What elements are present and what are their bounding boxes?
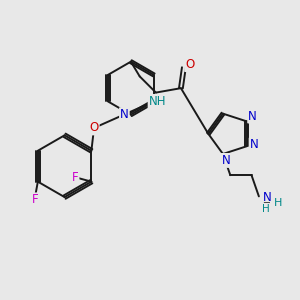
Text: O: O — [89, 122, 99, 134]
Text: N: N — [221, 154, 230, 167]
Text: H: H — [274, 198, 283, 208]
Text: N: N — [263, 191, 272, 204]
Text: O: O — [185, 58, 194, 71]
Text: N: N — [250, 138, 258, 151]
Text: N: N — [248, 110, 257, 122]
Text: H: H — [262, 204, 269, 214]
Text: F: F — [32, 194, 38, 206]
Text: ─: ─ — [263, 198, 268, 208]
Text: N: N — [120, 108, 129, 121]
Text: NH: NH — [148, 95, 166, 108]
Text: F: F — [72, 171, 79, 184]
